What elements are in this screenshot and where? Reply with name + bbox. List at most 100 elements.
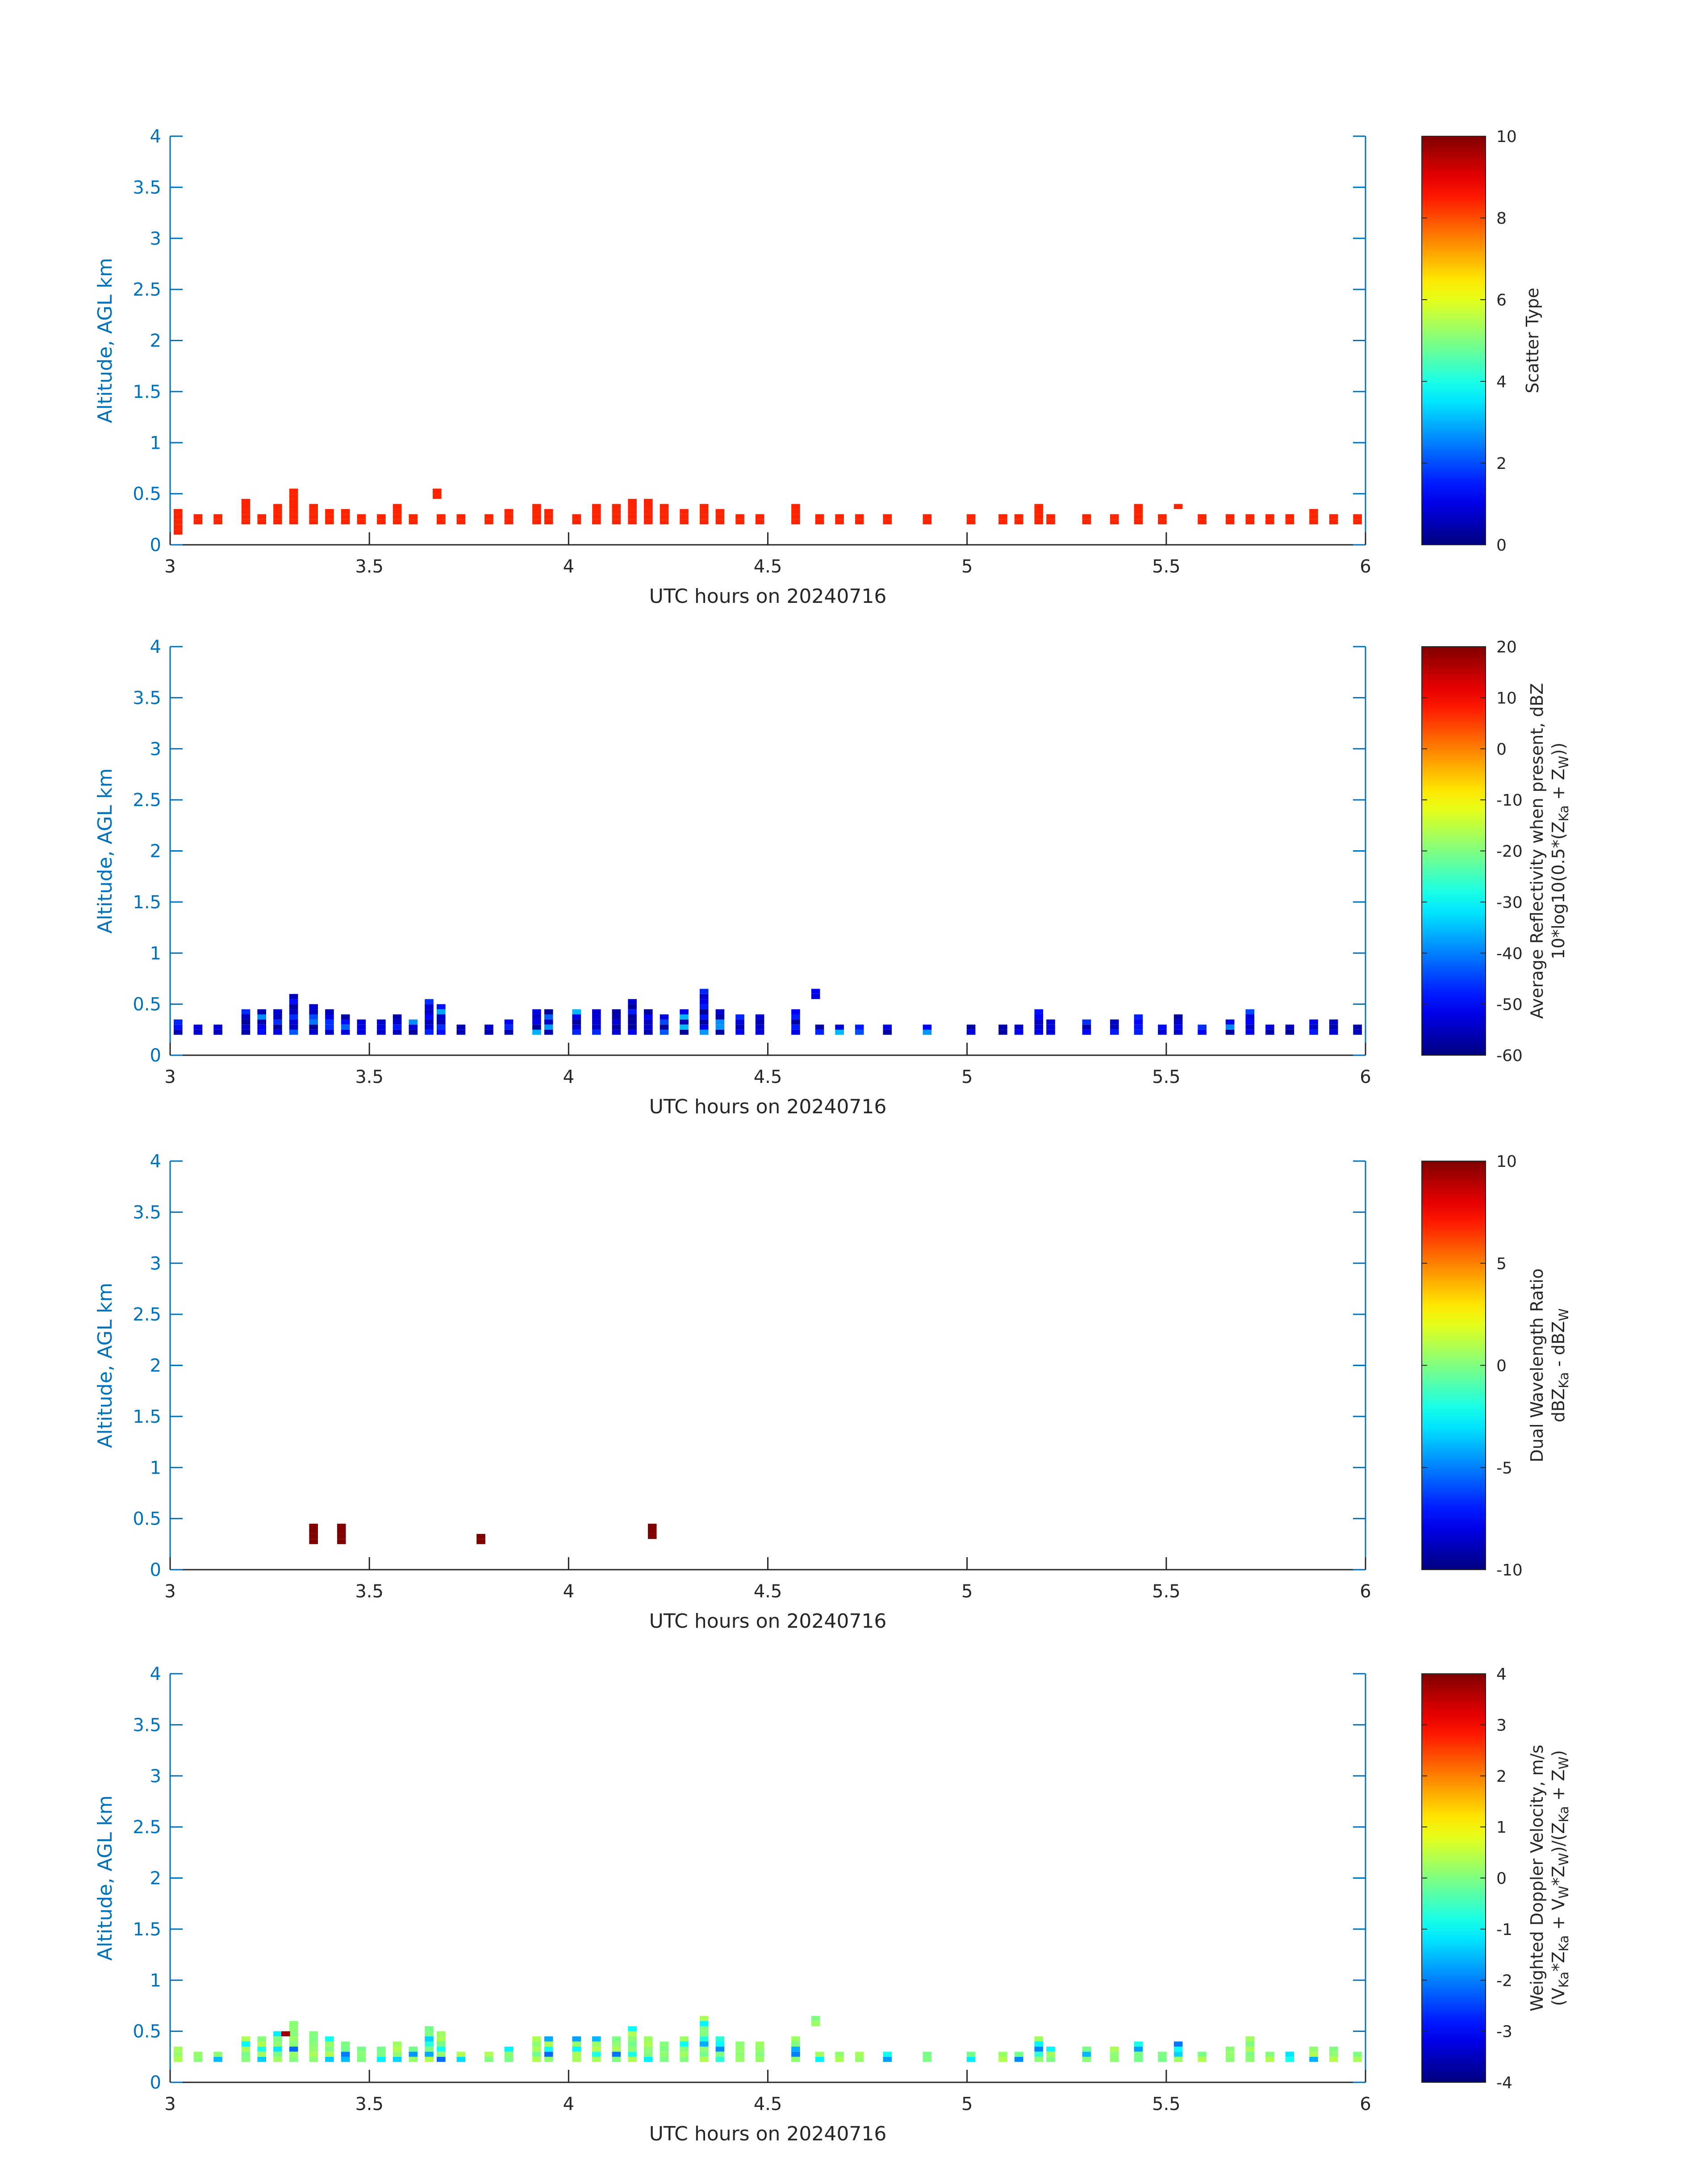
data-cell bbox=[273, 1029, 282, 1035]
x-tick-label: 3 bbox=[164, 2094, 175, 2114]
data-cell bbox=[644, 1024, 653, 1030]
x-tick-label: 5.5 bbox=[1152, 2094, 1181, 2114]
data-cell bbox=[1329, 519, 1338, 525]
y-tick-label: 0 bbox=[150, 1560, 161, 1580]
data-cell bbox=[628, 1019, 637, 1025]
data-cell bbox=[628, 504, 637, 509]
x-tick-label: 3 bbox=[164, 556, 175, 577]
data-cell bbox=[1353, 2056, 1362, 2062]
data-cell bbox=[715, 2036, 725, 2042]
data-cell bbox=[644, 2046, 653, 2052]
data-cell bbox=[1034, 504, 1044, 509]
data-cell bbox=[393, 1024, 402, 1030]
data-cell bbox=[393, 1014, 402, 1020]
data-cell bbox=[1309, 509, 1318, 514]
data-cell bbox=[735, 1014, 744, 1020]
colorbar: -4 -3 -2 -1 0 1 2 3 4 Weighted Doppler Velocity, … bbox=[1421, 1665, 1571, 2092]
data-cell bbox=[241, 2046, 251, 2052]
colorbar-tick-label: 2 bbox=[1496, 1768, 1507, 1786]
data-cell bbox=[1245, 2056, 1254, 2062]
data-cell bbox=[437, 519, 446, 525]
data-cell bbox=[612, 2052, 621, 2057]
data-cell bbox=[532, 1019, 541, 1025]
y-tick-label: 0 bbox=[150, 2073, 161, 2093]
colorbar-tick-label: 5 bbox=[1496, 1255, 1507, 1273]
data-cell bbox=[289, 1004, 298, 1009]
data-cell bbox=[699, 2016, 709, 2021]
data-cell bbox=[715, 519, 725, 525]
data-cell bbox=[966, 2052, 976, 2057]
y-tick-label: 0.5 bbox=[133, 484, 161, 505]
data-cell bbox=[1034, 1014, 1044, 1020]
colorbar-tick-label: -50 bbox=[1496, 996, 1523, 1014]
data-cell bbox=[612, 1014, 621, 1020]
data-cell bbox=[341, 509, 350, 514]
colorbar: 0 2 4 6 8 10 Scatter Type bbox=[1421, 128, 1542, 555]
x-axis-label: UTC hours on 20240716 bbox=[649, 1610, 887, 1633]
data-cell bbox=[791, 1014, 800, 1020]
data-cell bbox=[357, 2046, 366, 2052]
data-cell bbox=[791, 504, 800, 509]
data-cell bbox=[755, 2056, 764, 2062]
data-cell bbox=[409, 2046, 418, 2052]
data-cell bbox=[532, 2046, 541, 2052]
data-cell bbox=[791, 514, 800, 519]
colorbar-tick-label: 0 bbox=[1496, 536, 1507, 555]
colorbar-tick-label: 8 bbox=[1496, 209, 1507, 228]
data-cell bbox=[680, 509, 689, 514]
data-cell bbox=[998, 2052, 1007, 2057]
data-cell bbox=[883, 519, 892, 525]
data-cell bbox=[1158, 2052, 1167, 2057]
data-cell bbox=[1134, 1029, 1143, 1035]
data-cell bbox=[592, 1014, 601, 1020]
data-cell bbox=[1265, 1029, 1274, 1035]
data-cell bbox=[325, 2052, 334, 2057]
data-cell bbox=[755, 519, 764, 525]
data-cell bbox=[1329, 2046, 1338, 2052]
data-cell bbox=[1329, 2052, 1338, 2057]
data-cell bbox=[341, 2052, 350, 2057]
x-axis-label: UTC hours on 20240716 bbox=[649, 1095, 887, 1118]
colorbar-tick-label: 0 bbox=[1496, 740, 1507, 759]
data-cell bbox=[309, 1529, 318, 1534]
colorbar-gradient bbox=[1421, 646, 1486, 1056]
data-cell bbox=[425, 2052, 434, 2057]
data-cell bbox=[628, 1004, 637, 1009]
data-cell bbox=[592, 1009, 601, 1015]
data-cell bbox=[715, 509, 725, 514]
data-cell bbox=[484, 1029, 493, 1035]
y-axis-label: Altitude, AGL km bbox=[94, 258, 117, 423]
data-cell bbox=[1353, 1024, 1362, 1030]
data-cell bbox=[504, 2052, 514, 2057]
data-cell bbox=[1265, 514, 1274, 519]
data-cell bbox=[174, 1024, 183, 1030]
data-cell bbox=[193, 1029, 203, 1035]
data-cell bbox=[660, 2041, 669, 2047]
data-cell bbox=[544, 2046, 553, 2052]
colorbar-tick-label: 3 bbox=[1496, 1716, 1507, 1734]
data-cell bbox=[644, 504, 653, 509]
data-cell bbox=[425, 2026, 434, 2031]
data-cell bbox=[1245, 2041, 1254, 2047]
data-cell bbox=[1158, 2056, 1167, 2062]
data-cell bbox=[532, 2056, 541, 2062]
y-tick-label: 1.5 bbox=[133, 892, 161, 913]
data-cell bbox=[241, 1009, 251, 1015]
data-cells bbox=[309, 1524, 657, 1544]
y-tick-label: 1 bbox=[150, 1970, 161, 1991]
data-cell bbox=[1034, 2041, 1044, 2047]
data-cell bbox=[433, 489, 442, 494]
data-cell bbox=[257, 519, 266, 525]
data-cell bbox=[1158, 514, 1167, 519]
panel-scatter-type: 0 0.5 1 1.5 2 2.5 3 3.5 4 3 3.5 4 4.5 5 5.5 6 UTC hours … bbox=[94, 126, 1542, 608]
data-cell bbox=[309, 2041, 318, 2047]
data-cell bbox=[644, 2052, 653, 2057]
data-cell bbox=[572, 2052, 581, 2057]
data-cell bbox=[1309, 514, 1318, 519]
colorbar-tick-label: 10 bbox=[1496, 128, 1517, 146]
data-cell bbox=[1014, 2052, 1023, 2057]
data-cell bbox=[1034, 2056, 1044, 2062]
data-cell bbox=[644, 509, 653, 514]
data-cell bbox=[855, 519, 864, 525]
data-cell bbox=[1134, 1014, 1143, 1020]
